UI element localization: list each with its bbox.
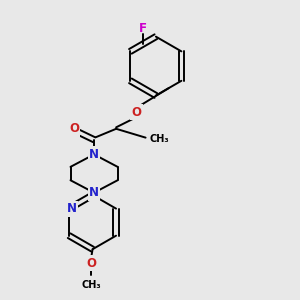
- Text: N: N: [67, 202, 76, 215]
- Text: O: O: [132, 106, 142, 119]
- Text: O: O: [69, 122, 79, 135]
- Text: N: N: [89, 186, 99, 199]
- Text: O: O: [86, 257, 96, 270]
- Text: CH₃: CH₃: [81, 280, 101, 290]
- Text: F: F: [139, 22, 147, 35]
- Text: CH₃: CH₃: [150, 134, 170, 144]
- Text: N: N: [89, 148, 99, 161]
